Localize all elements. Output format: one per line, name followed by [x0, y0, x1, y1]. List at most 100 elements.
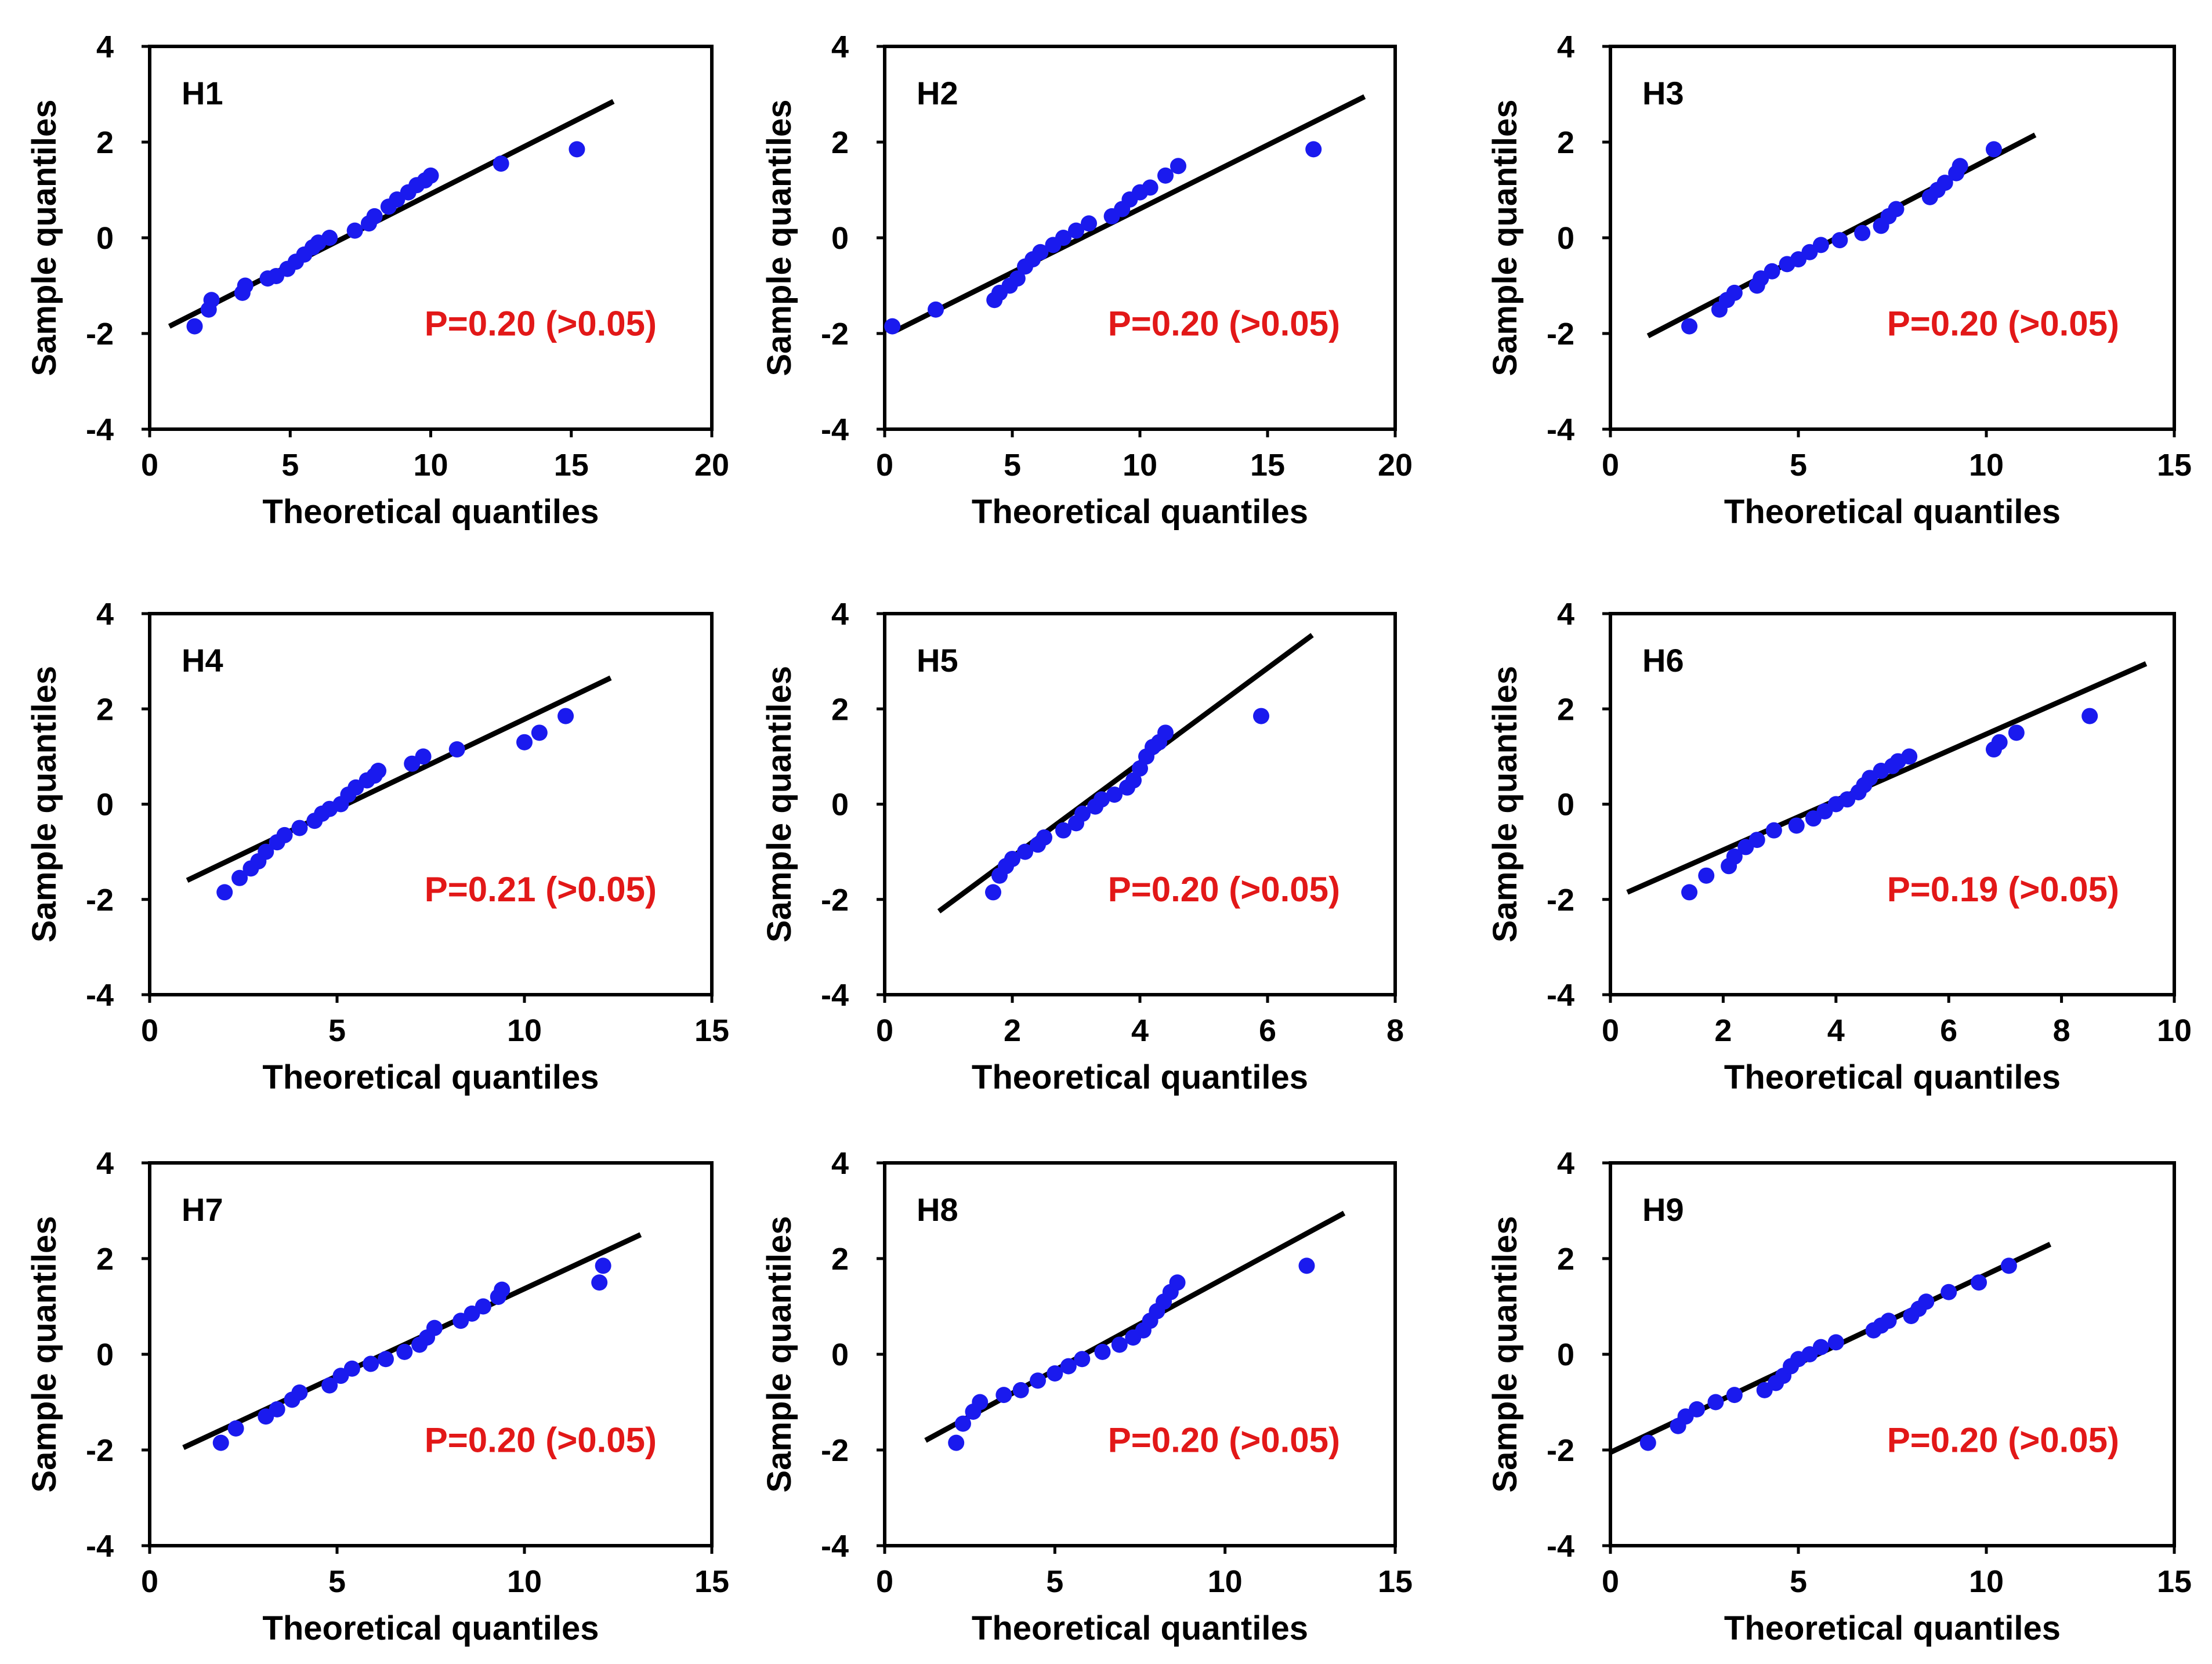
data-point [1017, 843, 1033, 860]
x-tick-label: 5 [1790, 448, 1807, 483]
data-point [227, 1420, 244, 1437]
data-point [1707, 1394, 1724, 1411]
plot-frame [1609, 612, 2176, 996]
x-axis-label: Theoretical quantiles [972, 493, 1308, 531]
y-tick-label: 4 [831, 30, 849, 64]
data-point [1055, 822, 1071, 839]
data-point [516, 734, 533, 751]
data-point [1681, 318, 1698, 335]
x-tick-label: 10 [2157, 1013, 2192, 1048]
data-point [1142, 179, 1159, 196]
y-tick-label: -2 [821, 1433, 849, 1468]
y-axis-label: Sample quantiles [26, 1216, 63, 1492]
y-tick-label: -4 [821, 978, 849, 1013]
y-tick-label: -2 [1547, 1433, 1574, 1468]
data-point [1170, 158, 1186, 175]
p-value-label: P=0.20 (>0.05) [1108, 870, 1340, 909]
y-tick-label: -2 [821, 883, 849, 918]
x-tick-label: 0 [876, 1013, 893, 1048]
data-point [1681, 884, 1698, 901]
data-point [1032, 244, 1049, 260]
x-tick-label: 10 [507, 1013, 542, 1048]
data-point [1298, 1257, 1315, 1274]
data-point [1305, 141, 1322, 158]
y-axis-label: Sample quantiles [1486, 666, 1524, 942]
plot-frame [148, 612, 714, 996]
x-tick-label: 5 [1790, 1564, 1807, 1599]
reference-line [186, 675, 612, 883]
p-value-label: P=0.20 (>0.05) [425, 304, 657, 343]
panel-title: H3 [1642, 75, 1684, 111]
x-tick-label: 15 [2157, 448, 2192, 483]
y-tick-label: -2 [86, 1433, 114, 1468]
x-tick-label: 2 [1004, 1013, 1021, 1048]
panel-title: H4 [182, 642, 223, 679]
x-tick-label: 10 [1969, 448, 2004, 483]
data-point [343, 1360, 360, 1377]
y-tick-label: 2 [96, 692, 114, 727]
x-tick-label: 10 [1123, 448, 1157, 483]
y-tick-label: -2 [1547, 317, 1574, 351]
panel-title: H1 [182, 75, 223, 111]
data-point [1036, 829, 1052, 846]
data-point [1748, 832, 1765, 849]
plot-frame [883, 1161, 1397, 1547]
data-point [1081, 215, 1097, 232]
data-point [1952, 158, 1968, 175]
p-value-label: P=0.20 (>0.05) [1887, 304, 2119, 343]
panel-h7: -4 -2 0 2 4 0 5 10 15 Theoretical quantiles Sample… [26, 1146, 729, 1647]
y-tick-label: 2 [1557, 692, 1574, 727]
data-point [346, 222, 363, 239]
x-axis-label: Theoretical quantiles [262, 1609, 599, 1647]
y-tick-label: 2 [1557, 1242, 1574, 1277]
data-point [1009, 270, 1026, 287]
data-point [2008, 724, 2025, 741]
y-tick-label: -4 [86, 1529, 114, 1564]
y-tick-label: 0 [1557, 788, 1574, 822]
y-tick-label: -4 [1547, 412, 1574, 447]
x-tick-label: 5 [1004, 448, 1021, 483]
x-tick-label: 15 [694, 1013, 729, 1048]
y-tick-label: 4 [96, 1146, 114, 1181]
x-tick-label: 10 [1208, 1564, 1243, 1599]
data-point [1047, 1365, 1063, 1382]
data-point [426, 1319, 443, 1336]
data-point [377, 1351, 394, 1368]
reference-line [182, 1232, 642, 1450]
data-point [321, 230, 338, 246]
y-tick-label: -4 [1547, 1529, 1574, 1564]
p-value-label: P=0.20 (>0.05) [1887, 1420, 2119, 1459]
x-tick-label: 4 [1131, 1013, 1149, 1048]
x-tick-label: 6 [1259, 1013, 1276, 1048]
data-point [995, 1387, 1012, 1404]
data-point [475, 1298, 491, 1315]
p-value-label: P=0.20 (>0.05) [1108, 304, 1340, 343]
p-value-label: P=0.20 (>0.05) [1108, 1420, 1340, 1459]
data-point [1991, 734, 2008, 751]
y-tick-label: 4 [831, 597, 849, 632]
x-tick-label: 10 [413, 448, 448, 483]
data-point [2000, 1257, 2017, 1274]
y-tick-label: -2 [86, 883, 114, 918]
data-point [493, 155, 509, 172]
y-tick-label: 0 [831, 221, 849, 256]
plot-frame [1609, 1161, 2176, 1547]
data-point [1726, 1387, 1743, 1404]
data-point [954, 1415, 971, 1432]
data-point [321, 1377, 338, 1394]
y-tick-label: 0 [831, 1337, 849, 1372]
y-tick-label: 2 [831, 1242, 849, 1277]
data-point [212, 1434, 229, 1451]
x-tick-label: 15 [1378, 1564, 1413, 1599]
reference-line [1626, 661, 2148, 895]
x-tick-label: 15 [1250, 448, 1285, 483]
data-point [1901, 748, 1918, 765]
data-point [1125, 772, 1142, 789]
data-point [291, 820, 308, 836]
x-tick-label: 5 [281, 448, 299, 483]
y-tick-label: 4 [1557, 597, 1574, 632]
plot-frame [148, 45, 714, 431]
data-point [231, 869, 248, 886]
x-tick-label: 0 [141, 448, 158, 483]
x-axis-label: Theoretical quantiles [262, 1058, 599, 1096]
